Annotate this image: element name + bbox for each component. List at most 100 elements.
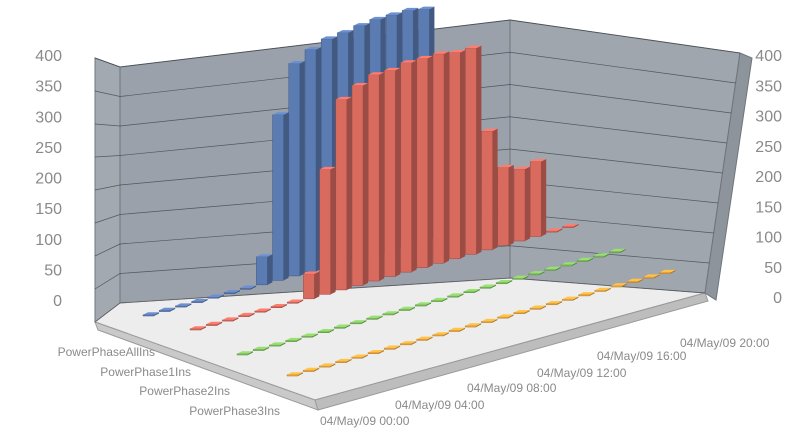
bar-front [252,349,265,351]
bar-side [314,367,320,372]
bar-top [272,112,289,115]
bar-side [604,253,610,258]
bar-side [444,51,449,264]
bar-top [528,271,545,274]
bar-front [464,325,477,328]
bar-top [366,315,383,319]
bar-side [573,296,579,301]
bar-front [254,310,267,313]
bar-front [304,49,317,272]
bar-front [335,361,347,363]
bar-front [207,296,220,299]
bar [269,342,286,347]
bar-front [481,321,493,323]
bar-front [256,256,268,286]
bar-front [319,169,331,295]
bar-top [433,51,449,54]
bar [659,269,676,274]
bar-side [264,346,270,351]
bar-side [346,96,352,290]
bar-side [541,159,547,237]
bar-front [301,335,314,338]
bar-top [384,345,401,349]
x-axis: 04/May/09 00:00 04/May/09 04:00 04/May/09 … [320,336,770,428]
bar [303,271,320,300]
bar-side [186,303,192,308]
bar [254,308,271,313]
y-tick-label-right: 250 [755,139,782,156]
bar-side [411,341,417,345]
bar-side [217,321,223,326]
bar [384,67,401,277]
bar-front [367,352,380,354]
bar [545,301,563,306]
bar-front [593,255,605,258]
bar-side [539,271,545,275]
bar-side [296,337,302,342]
bar-side [248,351,253,355]
bar-front [367,74,380,282]
bar-front [286,374,299,377]
bar-top [402,7,419,11]
bar-front [175,305,187,308]
bar-front [463,291,476,293]
y-tick-label-right: 300 [755,109,782,126]
bar [239,285,257,290]
y-tick-label-left: 50 [44,262,62,279]
x-tick-label: 04/May/09 04:00 [395,398,485,412]
bar-top [449,50,466,53]
bar [319,363,336,368]
bar-top [288,60,305,64]
bar-side [524,309,530,314]
bar [207,294,224,299]
bar-top [530,305,546,308]
bar-front [626,281,639,283]
bar-front [191,301,203,303]
bar-top [400,341,417,344]
bar-front [238,315,250,317]
bar-front [286,301,299,304]
bar [431,297,448,302]
bar [350,320,367,325]
bar-side [379,72,385,282]
bar-top [643,274,660,277]
bar-top [143,312,159,315]
bar [594,287,611,292]
bar [495,280,513,285]
bar-front [495,282,508,285]
bar [465,45,482,255]
bar [205,321,223,326]
bar-side [299,60,305,276]
bar-front [303,273,315,300]
bar-side [460,327,465,332]
bar-side [508,314,514,319]
bar-top [353,23,370,26]
bar-side [218,294,224,299]
bar [304,47,321,272]
bar-top [578,292,595,295]
bar-front [562,298,574,301]
bar [416,336,433,341]
bar-front [302,370,315,372]
bar-side [458,293,464,298]
y-tick-label-right: 150 [755,199,782,216]
y-tick-label-left: 350 [35,79,62,96]
bar [383,345,401,350]
bar-front [366,317,378,320]
bar-top [384,67,401,71]
bar-top [465,323,482,326]
y-tick-label-left: 100 [35,232,62,249]
bar-top [224,290,240,293]
bar [301,333,318,338]
bar-side [379,350,384,354]
bar-top [546,228,563,231]
bar-top [222,317,239,320]
bar [272,112,289,281]
bar [448,50,466,260]
bar-front [479,286,492,289]
right-wall [509,19,741,294]
series-label: PowerPhaseAllIns [58,345,155,359]
bar-front [189,328,202,331]
bar-front [351,85,364,286]
bar-side [395,345,401,350]
